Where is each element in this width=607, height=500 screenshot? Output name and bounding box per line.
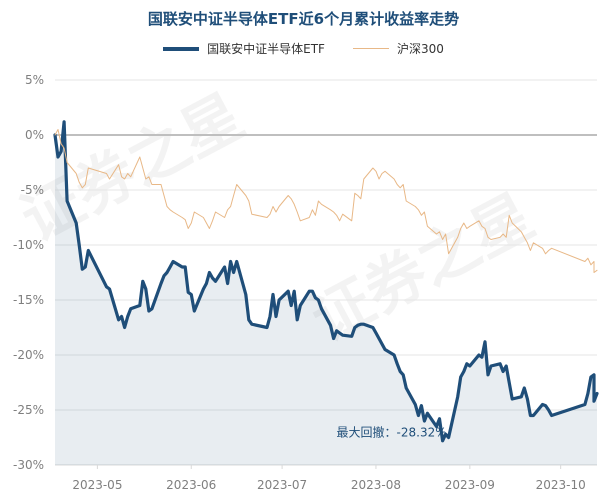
x-tick-label: 2023-05 <box>72 478 122 492</box>
x-tick-label: 2023-08 <box>351 478 401 492</box>
y-tick-label: -5% <box>21 183 44 197</box>
y-tick-label: -20% <box>13 348 44 362</box>
x-tick-label: 2023-06 <box>166 478 216 492</box>
legend-label-csi300: 沪深300 <box>396 42 444 56</box>
legend-swatch-etf <box>163 46 200 51</box>
chart-title: 国联安中证半导体ETF近6个月累计收益率走势 <box>147 10 460 28</box>
chart-legend: 国联安中证半导体ETF 沪深300 <box>0 40 607 57</box>
x-tick-label: 2023-10 <box>536 478 586 492</box>
legend-item-etf: 国联安中证半导体ETF <box>163 40 325 57</box>
y-tick-label: 0% <box>25 128 44 142</box>
y-tick-label: -10% <box>13 238 44 252</box>
legend-item-csi300: 沪深300 <box>352 40 444 57</box>
x-tick-label: 2023-09 <box>445 478 495 492</box>
y-tick-label: -30% <box>13 458 44 472</box>
x-tick-label: 2023-07 <box>257 478 307 492</box>
legend-swatch-csi300 <box>352 48 389 49</box>
y-tick-label: -25% <box>13 403 44 417</box>
etf-series-line <box>53 120 599 443</box>
legend-label-etf: 国联安中证半导体ETF <box>207 42 325 56</box>
y-tick-label: 5% <box>25 73 44 87</box>
max-drawdown-label: 最大回撤：-28.32% <box>337 425 447 440</box>
etf-area-fill <box>55 121 597 466</box>
y-tick-label: -15% <box>13 293 44 307</box>
csi300-series-line <box>54 129 598 273</box>
